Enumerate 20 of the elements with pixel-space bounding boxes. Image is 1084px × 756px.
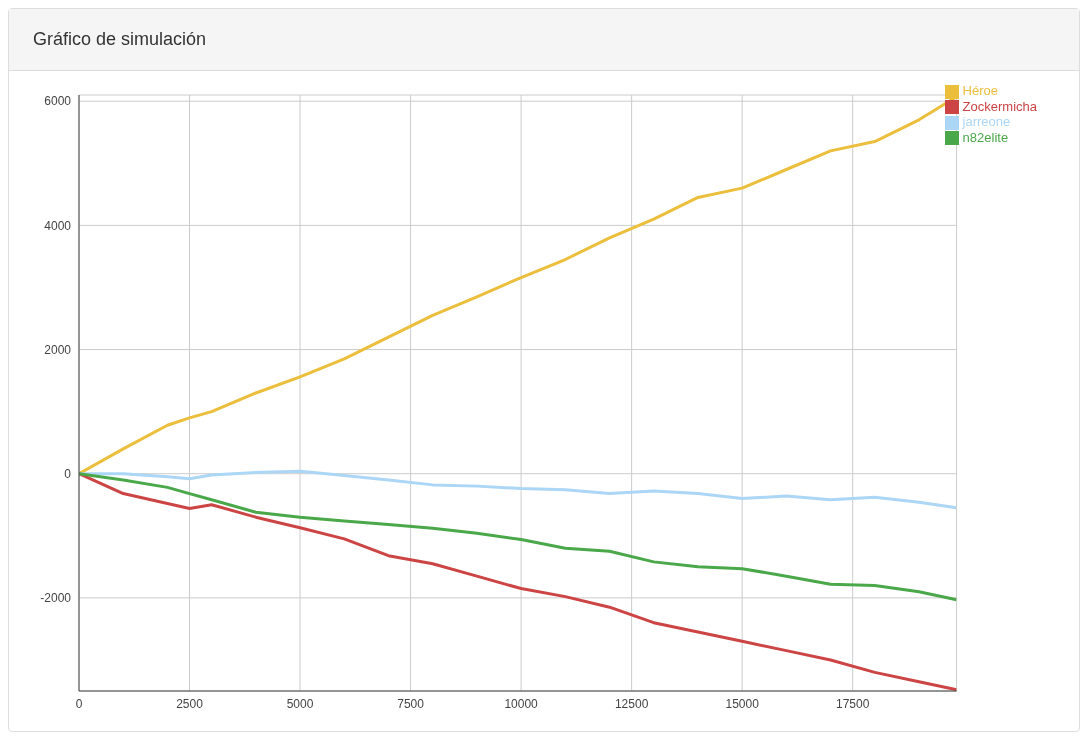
y-tick-label: 2000 <box>44 342 72 357</box>
legend-label: Zockermicha <box>962 98 1037 114</box>
x-tick-label: 15000 <box>725 696 760 711</box>
y-tick-label: 6000 <box>44 94 72 109</box>
line-series <box>79 472 957 602</box>
y-tick-label: -2000 <box>40 591 72 606</box>
chart-title: Gráfico de simulación <box>9 9 1079 71</box>
x-tick-label: 7500 <box>397 696 425 711</box>
x-tick-label: 10000 <box>504 696 539 711</box>
x-tick-label: 2500 <box>176 696 204 711</box>
x-tick-label: 0 <box>75 696 83 711</box>
legend-label: jarreone <box>962 114 1011 130</box>
x-tick-label: 17500 <box>836 696 870 711</box>
x-tick-label: 5000 <box>286 696 314 711</box>
y-tick-label: 0 <box>64 466 72 481</box>
legend-label: Héroe <box>962 83 998 98</box>
y-tick-label: 4000 <box>44 218 72 233</box>
line-series <box>79 469 957 510</box>
x-tick-label: 12500 <box>614 696 649 711</box>
legend-label: n82elite <box>962 129 1009 145</box>
